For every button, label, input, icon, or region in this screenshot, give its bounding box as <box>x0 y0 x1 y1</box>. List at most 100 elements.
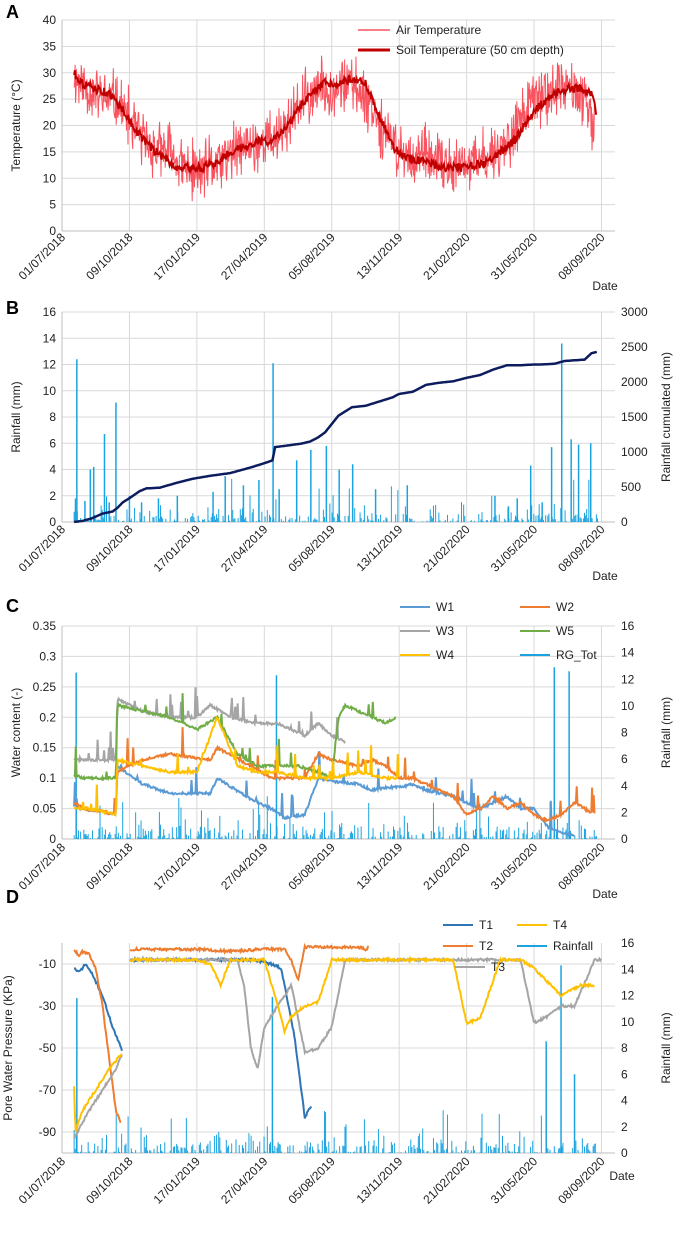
y2-tick-label: 500 <box>621 480 641 494</box>
legend-label: T1 <box>479 918 493 932</box>
y-tick-label: 25 <box>43 92 57 106</box>
x-tick-label: 09/10/2018 <box>83 840 136 893</box>
x-tick-label: 21/02/2020 <box>420 230 473 283</box>
x-tick-label: 05/08/2019 <box>286 230 339 283</box>
y2-tick-label: 4 <box>621 779 628 793</box>
series-line-W4 <box>73 715 400 818</box>
y2-tick-label: 12 <box>621 989 635 1003</box>
x-tick-label: 13/11/2019 <box>354 230 406 282</box>
legend-label: W4 <box>436 648 454 662</box>
y2-tick-label: 0 <box>621 515 628 529</box>
y2-tick-label: 1500 <box>621 410 648 424</box>
y2-tick-label: 0 <box>621 1146 628 1160</box>
legend-label: Rainfall <box>553 939 593 953</box>
y-tick-label: 40 <box>43 13 57 27</box>
x-tick-label: 21/02/2020 <box>420 522 473 575</box>
x-tick-label: 27/04/2019 <box>218 1154 271 1207</box>
series-line-T4 <box>73 955 595 1132</box>
x-tick-label: 31/05/2020 <box>488 840 541 893</box>
legend-label: W5 <box>556 624 574 638</box>
x-tick-label: 08/09/2020 <box>555 522 608 575</box>
panel-b: 0 2 4 6 8 10 12 14 16 01/07/2018 09/10/2018 17/01/2… <box>6 298 673 583</box>
legend: T1 T4 T2 Rainfall T3 <box>443 918 593 974</box>
x-tick-label: 08/09/2020 <box>555 840 608 893</box>
y2-tick-label: 6 <box>621 752 628 766</box>
y-tick-label: 0.15 <box>33 741 57 755</box>
x-tick-label: 13/11/2019 <box>354 840 406 892</box>
y2-tick-label: 0 <box>621 832 628 846</box>
legend-label: W2 <box>556 600 574 614</box>
x-tick-label: 13/11/2019 <box>354 522 406 574</box>
y2-tick-label: 2500 <box>621 340 648 354</box>
y-tick-label: 4 <box>49 463 56 477</box>
x-tick-label: 05/08/2019 <box>286 522 339 575</box>
y2-tick-label: 2 <box>621 1120 628 1134</box>
x-tick-label: 21/02/2020 <box>420 1154 473 1207</box>
y2-axis-title: Rainfall cumulated (mm) <box>659 352 673 482</box>
y2-tick-label: 14 <box>621 962 635 976</box>
y-tick-label: 0.1 <box>39 771 56 785</box>
x-tick-label: 17/01/2019 <box>151 522 204 575</box>
x-axis-title: Date <box>592 279 618 293</box>
y-axis-title: Temperature (°C) <box>9 79 23 171</box>
x-tick-label: 27/04/2019 <box>218 230 271 283</box>
y2-tick-label: 16 <box>621 619 635 633</box>
y-tick-label: -50 <box>39 1041 57 1055</box>
y2-tick-label: 6 <box>621 1067 628 1081</box>
x-tick-label: 01/07/2018 <box>16 840 69 893</box>
y-tick-label: 5 <box>49 198 56 212</box>
x-tick-label: 01/07/2018 <box>16 522 69 575</box>
legend-label: RG_Tot <box>556 648 597 662</box>
x-tick-label: 31/05/2020 <box>488 1154 541 1207</box>
panel-letter: B <box>6 298 19 318</box>
y-tick-label: 0.3 <box>39 649 56 663</box>
y-tick-label: 0 <box>49 832 56 846</box>
y2-tick-label: 2 <box>621 805 628 819</box>
x-tick-label: 31/05/2020 <box>488 522 541 575</box>
legend-label: Soil Temperature (50 cm depth) <box>396 43 564 57</box>
y2-tick-label: 14 <box>621 646 635 660</box>
x-tick-label: 21/02/2020 <box>420 840 473 893</box>
y-tick-label: 10 <box>43 171 57 185</box>
rainfall-bars <box>73 965 597 1153</box>
cumulative-rainfall-line <box>73 350 598 524</box>
panel-a: 0 5 10 15 20 25 30 35 40 01/07/2018 09/10/2018 17/0… <box>6 2 618 293</box>
y-tick-label: 15 <box>43 145 57 159</box>
series-line-1 <box>73 70 598 175</box>
series-line-W3 <box>73 687 346 764</box>
x-tick-label: 05/08/2019 <box>286 840 339 893</box>
y-tick-label: -70 <box>39 1083 57 1097</box>
x-tick-label: 17/01/2019 <box>151 1154 204 1207</box>
series-line-0 <box>73 55 595 202</box>
x-axis-title: Date <box>592 569 618 583</box>
series-line-W1 <box>73 751 576 838</box>
y-tick-label: 0.25 <box>33 680 57 694</box>
y2-tick-label: 8 <box>621 726 628 740</box>
y-tick-label: 2 <box>49 489 56 503</box>
legend-label: Air Temperature <box>396 23 481 37</box>
panel-d: -10 -30 -50 -70 -90 01/07/2018 09/10/2018 17/01… <box>1 887 673 1207</box>
y-tick-label: 0.05 <box>33 802 57 816</box>
y-tick-label: 6 <box>49 436 56 450</box>
y2-tick-label: 8 <box>621 1041 628 1055</box>
x-tick-label: 08/09/2020 <box>555 1154 608 1207</box>
x-tick-label: 13/11/2019 <box>354 1154 406 1206</box>
x-tick-label: 27/04/2019 <box>218 840 271 893</box>
y-tick-label: 35 <box>43 39 57 53</box>
y-axis-title: Water content (-) <box>9 688 23 778</box>
x-tick-label: 01/07/2018 <box>16 230 69 283</box>
y-tick-label: 8 <box>49 410 56 424</box>
y-tick-label: 0 <box>49 515 56 529</box>
y-axis-title: Rainfall (mm) <box>9 381 23 452</box>
series-line-T3 <box>73 956 602 1140</box>
legend-label: W3 <box>436 624 454 638</box>
x-tick-label: 01/07/2018 <box>16 1154 69 1207</box>
y-tick-label: 0.2 <box>39 710 56 724</box>
y-axis-title: Pore Water Pressure (KPa) <box>1 975 15 1121</box>
panel-letter: D <box>6 887 19 907</box>
y2-tick-label: 3000 <box>621 305 648 319</box>
y2-tick-label: 4 <box>621 1094 628 1108</box>
x-tick-label: 17/01/2019 <box>151 840 204 893</box>
x-tick-label: 09/10/2018 <box>83 230 136 283</box>
x-axis-title: Date <box>592 887 618 901</box>
